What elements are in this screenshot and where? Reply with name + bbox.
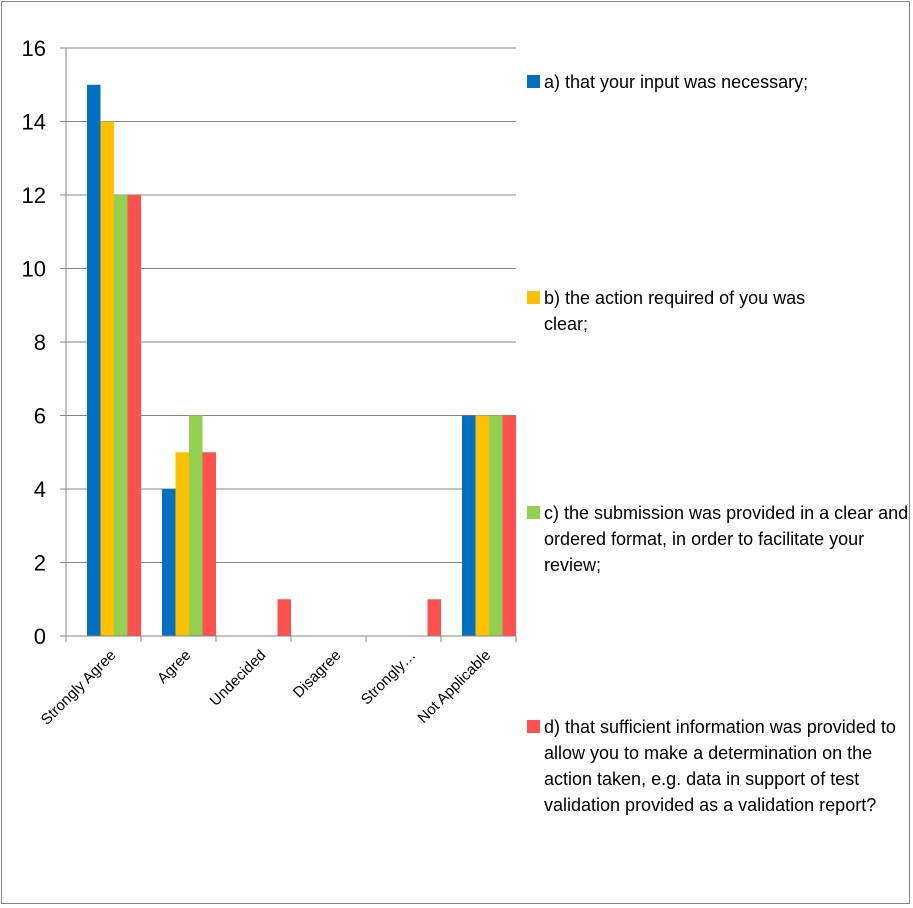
legend-item-d: d) that sufficient information was provi… (527, 714, 911, 818)
bar-d-undecided (277, 599, 291, 636)
y-tick-label: 10 (22, 257, 46, 282)
legend-item-c: c) the submission was provided in a clea… (527, 500, 911, 578)
legend-label-b: b) the action required of you was clear; (544, 288, 806, 334)
y-tick-label: 6 (34, 404, 46, 429)
bar-c-strongly-agree (114, 195, 128, 636)
bar-a-agree (162, 489, 176, 636)
x-tick-label: Not Applicable (414, 647, 494, 727)
bar-d-strongly-agree (127, 195, 141, 636)
axes (60, 47, 517, 642)
legend-swatch-c (527, 506, 540, 519)
legend-swatch-b (527, 291, 540, 304)
y-tick-labels: 0 2 4 6 8 10 12 14 16 (22, 36, 46, 649)
bar-d-strongly- (427, 599, 441, 636)
y-tick-label: 12 (22, 183, 46, 208)
legend-label-a: a) that your input was necessary; (544, 72, 809, 92)
y-tick-label: 16 (22, 36, 46, 61)
legend-item-b: b) the action required of you was clear; (527, 285, 817, 337)
legend-label-c: c) the submission was provided in a clea… (544, 503, 909, 575)
bar-a-not-applicable (462, 415, 476, 636)
x-tick-label: Strongly… (358, 647, 420, 709)
x-tick-label: Agree (154, 647, 194, 687)
bar-c-agree (189, 415, 203, 636)
legend-label-d: d) that sufficient information was provi… (544, 717, 896, 815)
bar-c-not-applicable (489, 415, 503, 636)
x-tick-label: Disagree (290, 647, 344, 701)
bar-b-strongly-agree (100, 121, 114, 636)
legend-item-a: a) that your input was necessary; (527, 69, 907, 95)
x-tick-label: Strongly Agree (38, 647, 120, 729)
bar-a-strongly-agree (87, 84, 101, 636)
y-tick-label: 2 (34, 551, 46, 576)
bar-b-agree (175, 452, 189, 636)
legend-swatch-a (527, 75, 540, 88)
y-tick-label: 14 (22, 110, 46, 135)
y-tick-label: 8 (34, 330, 46, 355)
bars (87, 84, 516, 636)
x-tick-labels: Strongly Agree Agree Undecided Disagree Stro… (38, 647, 495, 729)
bar-d-not-applicable (502, 415, 516, 636)
x-tick-label: Undecided (207, 647, 270, 710)
y-tick-label: 4 (34, 477, 46, 502)
bar-d-agree (202, 452, 216, 636)
legend-swatch-d (527, 720, 540, 733)
y-tick-label: 0 (34, 624, 46, 649)
bar-b-not-applicable (475, 415, 489, 636)
